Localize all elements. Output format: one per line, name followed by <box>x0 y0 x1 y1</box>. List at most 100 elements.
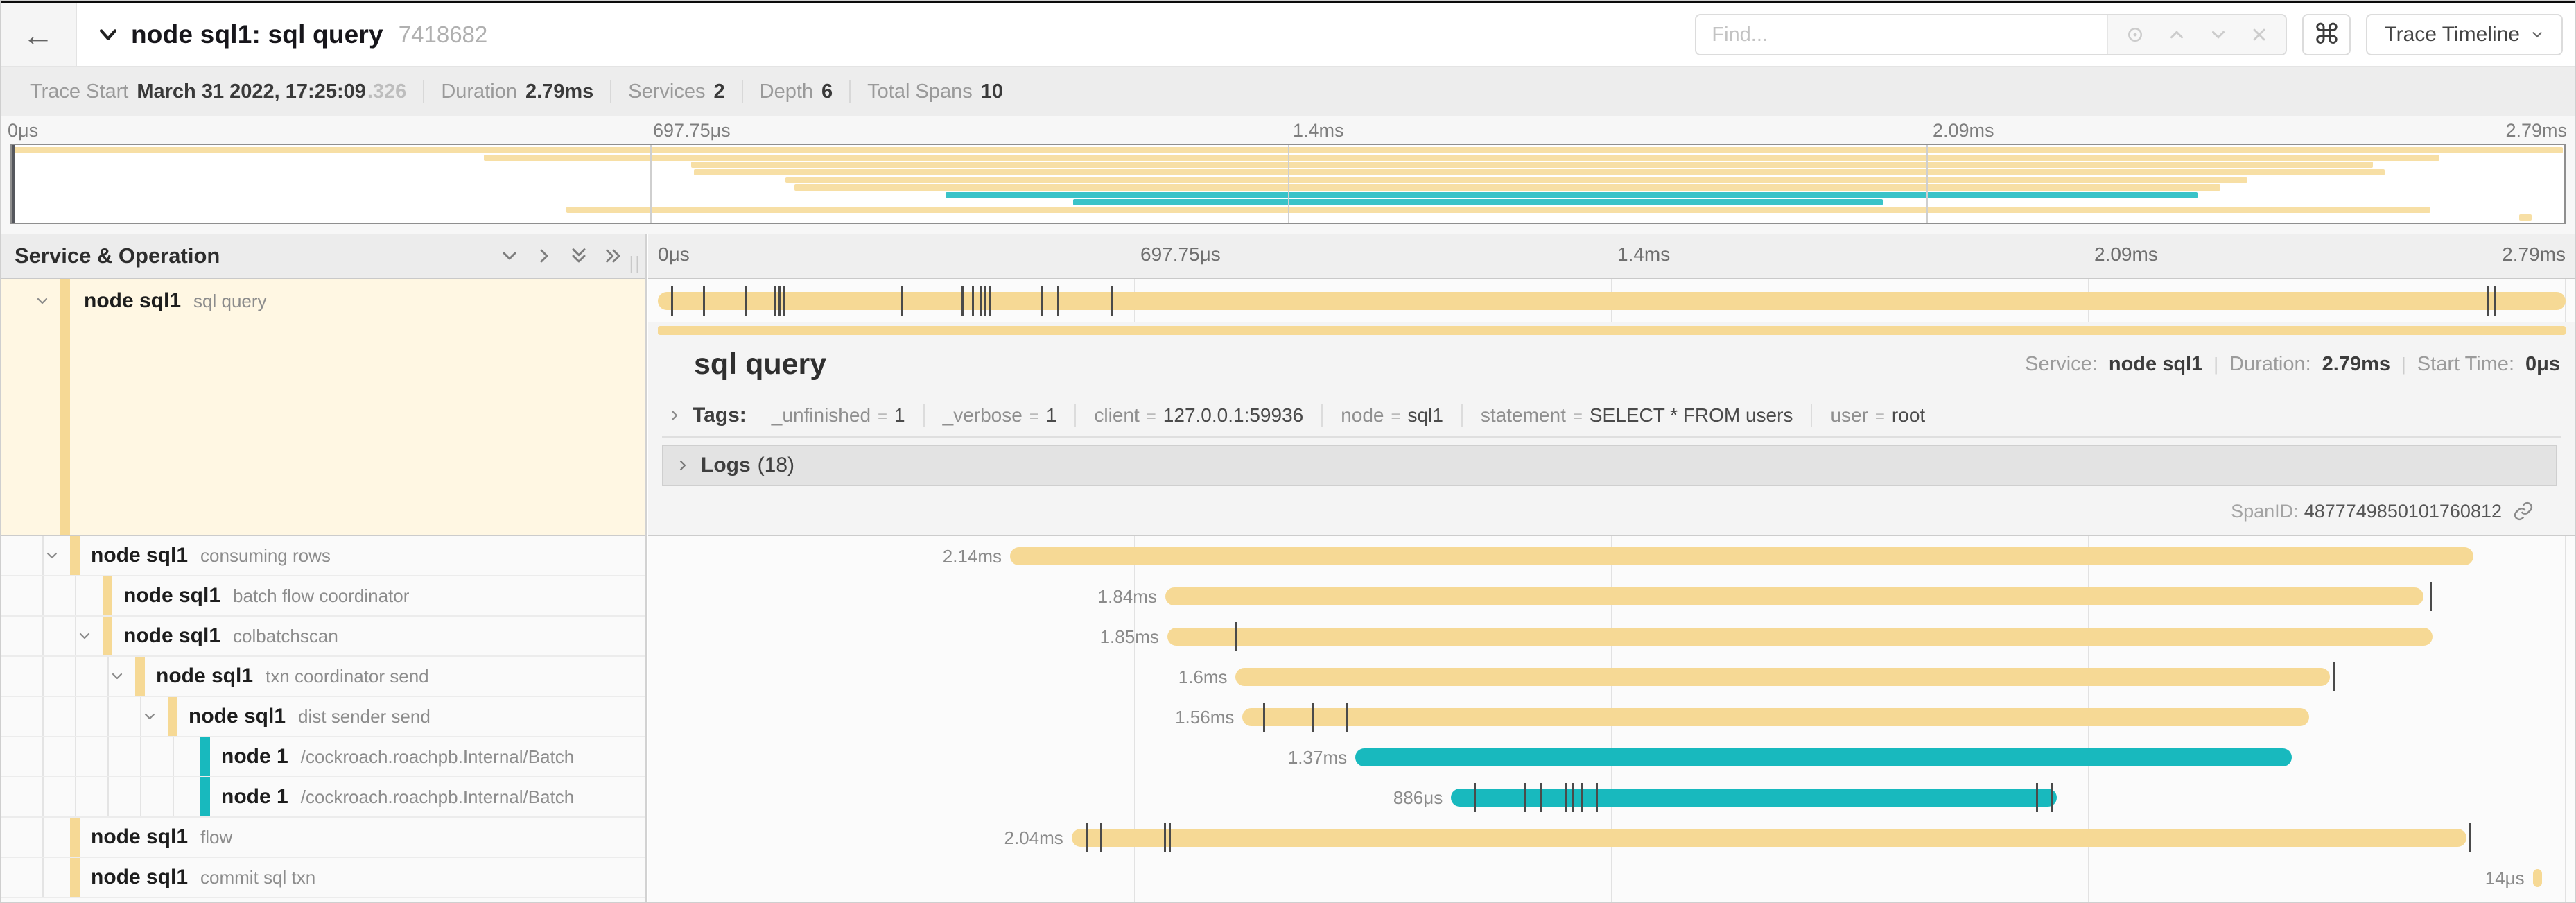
span-duration-label: 2.04ms <box>1004 827 1063 848</box>
trace-view-dropdown[interactable]: Trace Timeline <box>2366 14 2563 55</box>
timeline-row[interactable]: 1.6ms <box>658 657 2566 697</box>
tree-row[interactable]: node 1/cockroach.roachpb.Internal/Batch <box>1 777 645 818</box>
keyboard-shortcuts-button[interactable]: ⌘ <box>2302 14 2351 55</box>
tree-row[interactable]: node sql1 dist sender send <box>1 697 645 737</box>
span-id-value: 4877749850101760812 <box>2304 500 2502 522</box>
timeline-row[interactable]: 1.56ms <box>658 697 2566 737</box>
span-bar[interactable] <box>1242 708 2310 726</box>
minimap-span-bar[interactable] <box>1073 199 1883 206</box>
span-bar[interactable] <box>1165 587 2423 605</box>
timeline-row[interactable]: 1.85ms <box>658 617 2566 657</box>
find-prev-chevron-up-icon[interactable] <box>2166 24 2187 45</box>
span-service: node sql1 dist sender send <box>189 705 430 728</box>
span-color-accent <box>60 322 70 535</box>
span-service: node sql1 batch flow coordinator <box>123 584 410 607</box>
expand-one-icon[interactable] <box>533 245 555 267</box>
tree-row[interactable]: node sql1 flow <box>1 818 645 858</box>
tag-item[interactable]: _unfinished = 1 <box>754 404 923 427</box>
timeline-row[interactable]: 1.37ms <box>658 737 2566 777</box>
back-button[interactable]: ← <box>1 3 77 66</box>
minimap-span-bar[interactable] <box>483 154 2440 161</box>
tag-item[interactable]: _verbose = 1 <box>923 404 1075 427</box>
tag-value: SELECT * FROM users <box>1589 404 1793 426</box>
collapse-one-icon[interactable] <box>498 245 521 267</box>
minimap-span-bar[interactable] <box>794 184 2220 191</box>
log-marker-tick <box>1163 823 1166 852</box>
collapse-trace-chevron-down-icon[interactable] <box>96 23 120 46</box>
span-bar[interactable] <box>1235 668 2330 686</box>
tree-row[interactable]: node sql1 consuming rows <box>1 536 645 576</box>
span-bar[interactable] <box>1451 789 2057 807</box>
chevron-down-icon[interactable] <box>76 628 93 644</box>
log-marker-tick <box>1346 703 1348 732</box>
find-controls <box>2107 15 2286 54</box>
overview-gridline <box>1926 145 1928 223</box>
indent-guide <box>42 777 44 816</box>
service-value: node sql1 <box>2108 352 2203 375</box>
tag-key: node <box>1341 404 1384 426</box>
tag-item[interactable]: client = 127.0.0.1:59936 <box>1074 404 1321 427</box>
timeline-row[interactable]: 886μs <box>658 777 2566 818</box>
log-marker-tick <box>773 286 776 316</box>
span-bar[interactable] <box>1167 628 2433 646</box>
timeline-row[interactable]: 1.84ms <box>658 576 2566 617</box>
span-bar[interactable] <box>658 292 2566 310</box>
chevron-down-icon[interactable] <box>44 547 60 564</box>
log-marker-tick <box>1540 783 1542 812</box>
find-input[interactable] <box>1696 15 2107 54</box>
tags-toggle-row[interactable]: Tags: _unfinished = 1 _verbose = 1 client = 127.… <box>662 395 2561 438</box>
logs-count: (18) <box>757 454 795 476</box>
tag-item[interactable]: node = sql1 <box>1321 404 1461 427</box>
span-duration-label: 886μs <box>1393 787 1443 808</box>
span-bar[interactable] <box>1071 829 2466 847</box>
timeline-row[interactable]: 2.04ms <box>658 818 2566 858</box>
chevron-down-icon[interactable] <box>34 293 51 309</box>
column-resize-handle[interactable]: || <box>629 252 641 273</box>
tag-equals: = <box>1391 407 1401 426</box>
locate-icon[interactable] <box>2125 24 2146 45</box>
span-color-accent <box>103 576 112 615</box>
trace-title-group: node sql1: sql query 7418682 <box>96 3 487 66</box>
tree-row[interactable]: node sql1 txn coordinator send <box>1 657 645 697</box>
log-marker-tick <box>1473 783 1476 812</box>
log-marker-tick <box>979 286 982 316</box>
tree-row[interactable]: node sql1 colbatchscan <box>1 617 645 657</box>
span-operation: flow <box>200 827 233 848</box>
tree-row[interactable]: node sql1 batch flow coordinator <box>1 576 645 617</box>
timeline-row[interactable]: 14μs <box>658 858 2566 898</box>
logs-toggle-row[interactable]: Logs (18) <box>662 445 2557 486</box>
tree-row[interactable]: node 1/cockroach.roachpb.Internal/Batch <box>1 737 645 777</box>
minimap-span-bar[interactable] <box>2518 214 2532 221</box>
expand-all-icon[interactable] <box>602 245 625 267</box>
tag-item[interactable]: statement = SELECT * FROM users <box>1461 404 1811 427</box>
tag-equals: = <box>1029 407 1039 426</box>
overview-minimap-canvas[interactable] <box>10 144 2566 224</box>
deep-link-icon[interactable] <box>2513 501 2534 522</box>
tag-item[interactable]: user = root <box>1811 404 1943 427</box>
minimap-span-bar[interactable] <box>694 169 2385 176</box>
minimap-span-bar[interactable] <box>785 177 2248 184</box>
collapse-all-icon[interactable] <box>568 245 590 267</box>
span-color-accent <box>200 777 210 816</box>
chevron-down-icon[interactable] <box>141 708 158 725</box>
log-marker-tick <box>745 286 747 316</box>
timeline-row[interactable]: 2.14ms <box>658 536 2566 576</box>
minimap-span-bar[interactable] <box>691 162 2373 169</box>
log-marker-tick <box>1110 286 1113 316</box>
span-bar[interactable] <box>1009 547 2473 565</box>
log-marker-tick <box>1572 783 1574 812</box>
summary-item: Trace Start March 31 2022, 17:25:09.326 <box>13 80 423 103</box>
log-marker-tick <box>1235 622 1238 651</box>
viewport-scrubber-handle[interactable] <box>12 145 15 223</box>
minimap-span-bar[interactable] <box>945 191 2198 198</box>
back-arrow-icon: ← <box>22 17 54 53</box>
minimap-span-bar[interactable] <box>566 207 2430 214</box>
find-next-chevron-down-icon[interactable] <box>2208 24 2229 45</box>
chevron-down-icon[interactable] <box>109 668 125 685</box>
span-bar[interactable] <box>2532 869 2543 887</box>
span-color-accent <box>70 858 80 897</box>
tree-row-sql-query[interactable]: node sql1 sql query <box>1 280 645 322</box>
clear-find-close-icon[interactable] <box>2249 25 2269 44</box>
span-bar[interactable] <box>1355 748 2292 766</box>
tree-row[interactable]: node sql1 commit sql txn <box>1 858 645 898</box>
